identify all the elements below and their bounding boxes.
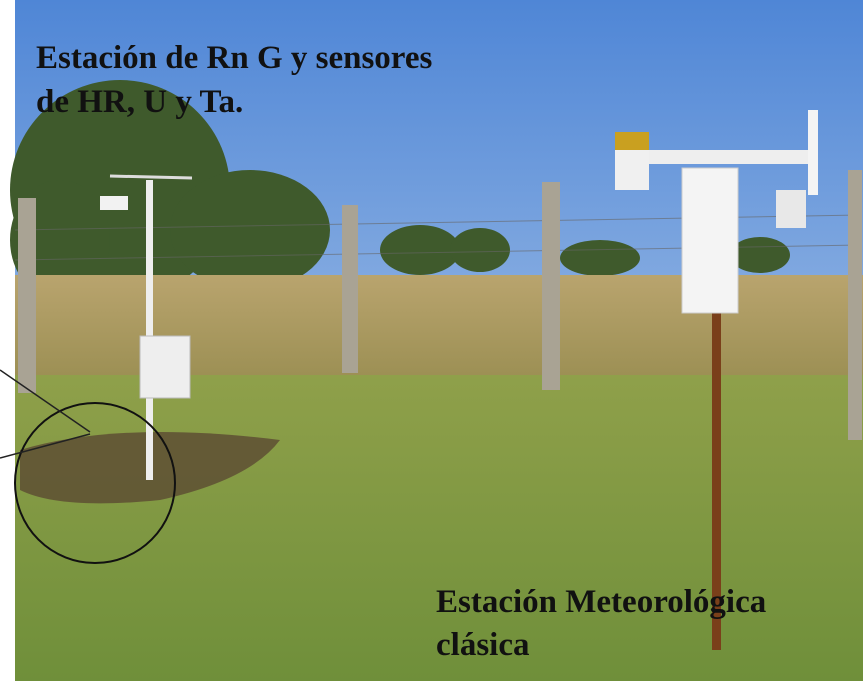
annotation-text: de HR, U y Ta. <box>36 84 243 120</box>
scene: Estación de Rn G y sensores de HR, U y T… <box>0 0 868 681</box>
annotation-text: Estación de Rn G y sensores <box>36 40 432 76</box>
annotation-text: clásica <box>436 627 529 663</box>
annotation-text: Estación Meteorológica <box>436 584 766 620</box>
